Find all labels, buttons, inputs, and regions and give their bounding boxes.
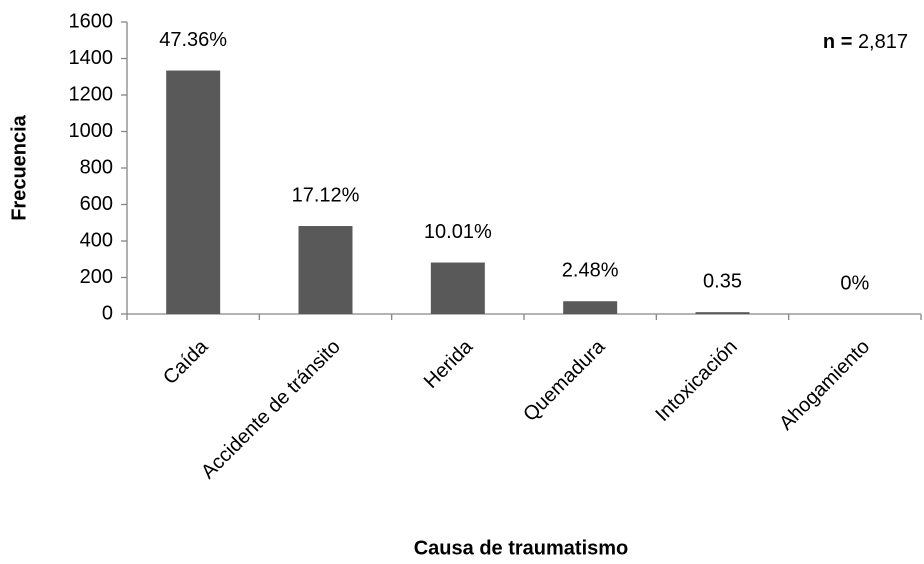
x-tick-label: Intoxicación [652,336,742,426]
annotation: n = 2,817 [823,31,908,53]
bar [563,301,618,314]
value-label: 10.01% [424,221,492,243]
x-tick-label: Quemadura [519,335,610,426]
y-tick-label: 1000 [69,120,114,142]
x-tick-label: Ahogamiento [775,336,874,435]
x-tick-label: Caída [159,335,213,389]
y-tick-label: 1200 [69,83,114,105]
bar [298,226,353,314]
value-label: 0% [840,272,869,294]
x-axis-title: Causa de traumatismo [414,537,629,559]
y-tick-label: 1600 [69,10,114,32]
y-tick-label: 800 [80,156,113,178]
x-tick-label: Accidente de tránsito [197,336,345,484]
bar [166,70,221,314]
value-label: 47.36% [159,29,227,51]
y-tick-label: 400 [80,229,113,251]
x-tick-label: Herida [420,335,478,393]
value-label: 0.35 [703,270,742,292]
value-label: 17.12% [292,184,360,206]
bar [695,312,750,314]
annotation-prefix: n = [823,31,852,53]
y-tick-label: 600 [80,193,113,215]
y-tick-label: 1400 [69,47,114,69]
bar [430,262,485,314]
value-label: 2.48% [562,260,619,282]
y-tick-label: 200 [80,266,113,288]
y-axis-title: Frecuencia [8,114,30,220]
y-tick-label: 0 [102,302,113,324]
annotation-text: 2,817 [858,31,908,53]
